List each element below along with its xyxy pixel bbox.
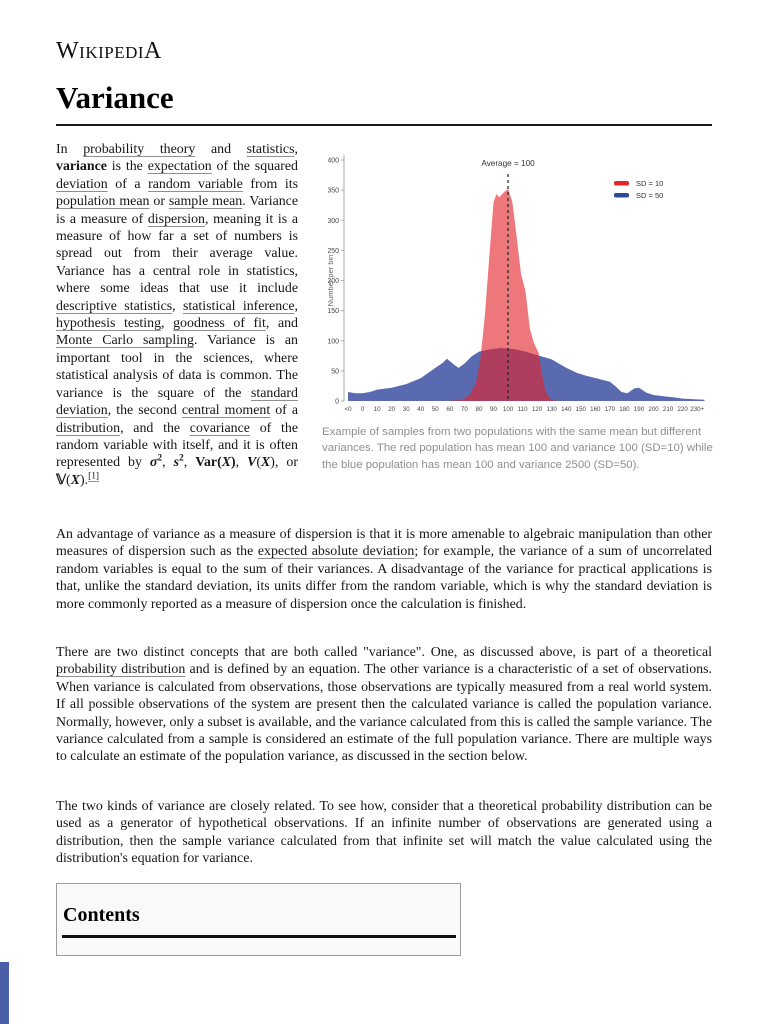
text-link[interactable]: probability distribution	[56, 662, 186, 678]
figure-caption: Example of samples from two populations …	[322, 426, 713, 471]
contents-rule	[62, 935, 456, 938]
paragraph-two-concepts: There are two distinct concepts that are…	[56, 645, 712, 765]
svg-text:100: 100	[503, 406, 514, 413]
svg-text:190: 190	[634, 406, 645, 413]
text-link[interactable]: statistics	[246, 142, 295, 157]
svg-text:<0: <0	[344, 406, 352, 413]
text-link[interactable]: [1]	[88, 471, 100, 482]
svg-text:90: 90	[490, 406, 497, 413]
text-link[interactable]: deviation	[56, 176, 108, 192]
contents-box: Contents	[56, 883, 461, 956]
variance-histogram-figure: 0 50 100 150 200 250 300 350 400 <0 0 10 20 30 40 50 60 7…	[326, 148, 716, 420]
text-link[interactable]: distribution	[56, 420, 121, 436]
text-link[interactable]: probability theory	[83, 142, 196, 157]
text-link[interactable]: descriptive statistics	[56, 298, 173, 314]
svg-text:0: 0	[361, 406, 365, 413]
text-link[interactable]: expectation	[147, 159, 212, 175]
svg-text:170: 170	[605, 406, 616, 413]
svg-text:200: 200	[328, 278, 339, 285]
text-link[interactable]: expected absolute deviation	[257, 544, 415, 560]
svg-text:120: 120	[532, 406, 543, 413]
svg-text:100: 100	[328, 338, 339, 345]
svg-text:150: 150	[576, 406, 587, 413]
title-rule	[56, 124, 712, 126]
svg-text:250: 250	[328, 248, 339, 255]
histogram-chart: 0 50 100 150 200 250 300 350 400 <0 0 10 20 30 40 50 60 7…	[326, 155, 705, 413]
paragraph-two-kinds: The two kinds of variance are closely re…	[56, 799, 712, 867]
svg-text:400: 400	[328, 158, 339, 165]
svg-text:60: 60	[446, 406, 453, 413]
svg-text:230+: 230+	[690, 406, 704, 413]
text-link[interactable]: Monte Carlo sampling	[56, 333, 194, 349]
wikipedia-logo: WikipediA	[56, 38, 162, 64]
svg-text:30: 30	[403, 406, 410, 413]
text-link[interactable]: standard deviation	[56, 385, 298, 419]
svg-text:140: 140	[561, 406, 572, 413]
contents-heading: Contents	[63, 904, 140, 926]
svg-text:150: 150	[328, 308, 339, 315]
text-link[interactable]: covariance	[189, 420, 250, 436]
svg-text:70: 70	[461, 406, 468, 413]
article-title: Variance	[56, 80, 174, 115]
svg-text:210: 210	[663, 406, 674, 413]
text-link[interactable]: statistical inference	[183, 298, 295, 314]
svg-text:40: 40	[417, 406, 424, 413]
svg-text:350: 350	[328, 188, 339, 195]
text-link[interactable]: population mean	[56, 194, 150, 210]
svg-text:SD = 50: SD = 50	[636, 191, 663, 200]
next-page-edge	[0, 962, 9, 1024]
text-link[interactable]: dispersion	[147, 211, 205, 227]
intro-paragraph: In probability theory and statistics, va…	[56, 142, 299, 488]
text-link[interactable]: central moment	[181, 403, 271, 419]
svg-text:50: 50	[331, 368, 339, 375]
text-link[interactable]: hypothesis testing	[56, 316, 162, 332]
svg-text:130: 130	[547, 406, 558, 413]
svg-text:SD = 10: SD = 10	[636, 179, 663, 188]
svg-text:160: 160	[590, 406, 601, 413]
svg-text:220: 220	[677, 406, 688, 413]
svg-text:Average = 100: Average = 100	[481, 159, 535, 168]
text-link[interactable]: random variable	[148, 176, 243, 192]
svg-text:Number per bin: Number per bin	[328, 255, 335, 307]
svg-text:180: 180	[619, 406, 630, 413]
svg-text:10: 10	[374, 406, 381, 413]
paragraph-advantage: An advantage of variance as a measure of…	[56, 527, 712, 612]
text-link[interactable]: sample mean	[168, 194, 243, 210]
svg-text:200: 200	[648, 406, 659, 413]
svg-text:20: 20	[388, 406, 395, 413]
svg-text:50: 50	[432, 406, 439, 413]
svg-text:110: 110	[518, 406, 528, 413]
svg-text:0: 0	[335, 399, 339, 406]
text-link[interactable]: goodness of fit	[173, 316, 266, 332]
svg-text:80: 80	[476, 406, 483, 413]
svg-text:300: 300	[328, 218, 339, 225]
